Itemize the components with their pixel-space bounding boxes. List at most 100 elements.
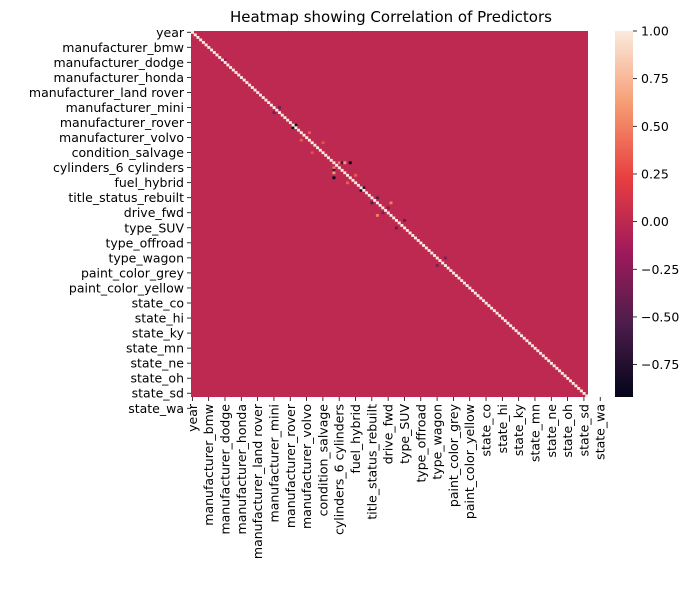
diagonal-cell (582, 391, 586, 395)
heatmap-cell (307, 131, 311, 135)
diagonal-cell (384, 208, 388, 212)
heatmap-cell (332, 166, 336, 170)
diagonal-cell (471, 289, 475, 293)
diagonal-cell (419, 241, 423, 245)
heatmap-cell (389, 201, 393, 205)
diagonal-cell (378, 203, 382, 207)
diagonal-cell (560, 371, 564, 375)
diagonal-cell (381, 206, 385, 210)
x-tick-labels: year manufacturer_bmw manufacturer_dodge ma… (185, 397, 608, 559)
colorbar-ticks: 1.00 0.75 0.50 0.25 0.00 −0.25 −0.50 −0.75 (633, 24, 679, 372)
diagonal-cell (411, 234, 415, 237)
diagonal-cell (335, 163, 339, 167)
diagonal-cell (394, 219, 398, 222)
diagonal-cell (438, 259, 442, 262)
heatmap-cell (443, 256, 447, 260)
y-tick-label: cylinders_6 cylinders (53, 160, 184, 175)
diagonal-cell (286, 118, 290, 122)
diagonal-cell (354, 181, 358, 185)
heatmap-cell (348, 161, 352, 165)
diagonal-cell (261, 96, 265, 99)
diagonal-cell (476, 294, 480, 298)
diagonal-cell (517, 331, 521, 335)
diagonal-cell (443, 264, 447, 267)
diagonal-cell (196, 36, 200, 39)
chart-title: Heatmap showing Correlation of Predictor… (230, 8, 552, 26)
diagonal-cell (454, 274, 458, 277)
diagonal-cell (329, 158, 333, 162)
diagonal-cell (506, 321, 510, 325)
heatmap-cell (403, 219, 407, 222)
diagonal-cell (193, 33, 197, 37)
y-tick-label: type_SUV (124, 220, 184, 235)
heatmap-cell (375, 196, 379, 200)
diagonal-cell (566, 376, 570, 380)
y-tick-label: state_hi (135, 311, 184, 326)
x-tick-label: manufacturer_mini (266, 404, 281, 522)
diagonal-cell (511, 326, 515, 330)
colorbar-tick-label: −0.75 (641, 357, 679, 372)
diagonal-cell (416, 239, 420, 242)
diagonal-cell (201, 41, 205, 44)
diagonal-cell (389, 214, 393, 217)
x-tick-label: state_co (479, 404, 494, 456)
diagonal-cell (528, 341, 532, 345)
diagonal-cell (481, 299, 485, 303)
x-tick-label: cylinders_6 cylinders (332, 404, 347, 535)
x-tick-label: type_SUV (397, 404, 412, 464)
y-tick-label: year (156, 25, 185, 40)
diagonal-cell (278, 111, 282, 115)
heatmap-cell (370, 201, 374, 205)
diagonal-cell (212, 51, 216, 54)
diagonal-cell (375, 201, 379, 205)
x-tick-label: paint_color_grey (446, 403, 461, 507)
colorbar-tick-label: 0.50 (641, 119, 669, 134)
y-tick-label: condition_salvage (72, 145, 185, 160)
diagonal-cell (522, 336, 526, 340)
diagonal-cell (492, 309, 496, 313)
heatmap-cells (191, 31, 589, 398)
diagonal-cell (536, 349, 540, 353)
x-tick-label: type_offroad (413, 404, 428, 483)
y-tick-label: manufacturer_land rover (29, 85, 185, 100)
diagonal-cell (242, 78, 246, 82)
colorbar-tick-label: 0.00 (641, 214, 669, 229)
heatmap-cell (278, 106, 282, 110)
diagonal-cell (571, 381, 575, 385)
heatmap-cell (386, 206, 390, 210)
diagonal-cell (460, 279, 464, 282)
diagonal-cell (258, 93, 262, 97)
y-tick-label: state_sd (132, 386, 184, 401)
y-tick-label: title_status_rebuilt (68, 190, 184, 205)
y-tick-label: type_wagon (108, 250, 184, 265)
x-tick-label: manufacturer_volvo (299, 404, 314, 529)
x-tick-label: state_sd (576, 404, 591, 456)
diagonal-cell (310, 141, 314, 145)
diagonal-cell (215, 53, 219, 57)
x-tick-label: state_ky (511, 403, 526, 456)
diagonal-cell (558, 369, 562, 373)
diagonal-cell (541, 354, 545, 358)
diagonal-cell (313, 143, 317, 147)
heatmap-cell (223, 58, 227, 62)
diagonal-cell (191, 31, 195, 34)
heatmap-cell (332, 171, 336, 175)
diagonal-cell (413, 236, 417, 240)
diagonal-cell (264, 98, 268, 102)
heatmap-cell (294, 123, 298, 127)
diagonal-cell (302, 133, 306, 137)
diagonal-cell (253, 88, 257, 92)
diagonal-cell (250, 86, 254, 89)
diagonal-cell (452, 271, 456, 275)
diagonal-cell (204, 43, 208, 47)
heatmap-cell (394, 226, 398, 230)
x-tick-label: state_mn (527, 404, 542, 462)
colorbar-tick-label: −0.50 (641, 309, 679, 324)
colorbar-tick-label: −0.25 (641, 262, 679, 277)
heatmap-cell (359, 188, 363, 192)
diagonal-cell (533, 346, 537, 350)
y-tick-label: state_mn (126, 341, 184, 356)
diagonal-cell (307, 138, 311, 142)
diagonal-cell (433, 254, 437, 257)
